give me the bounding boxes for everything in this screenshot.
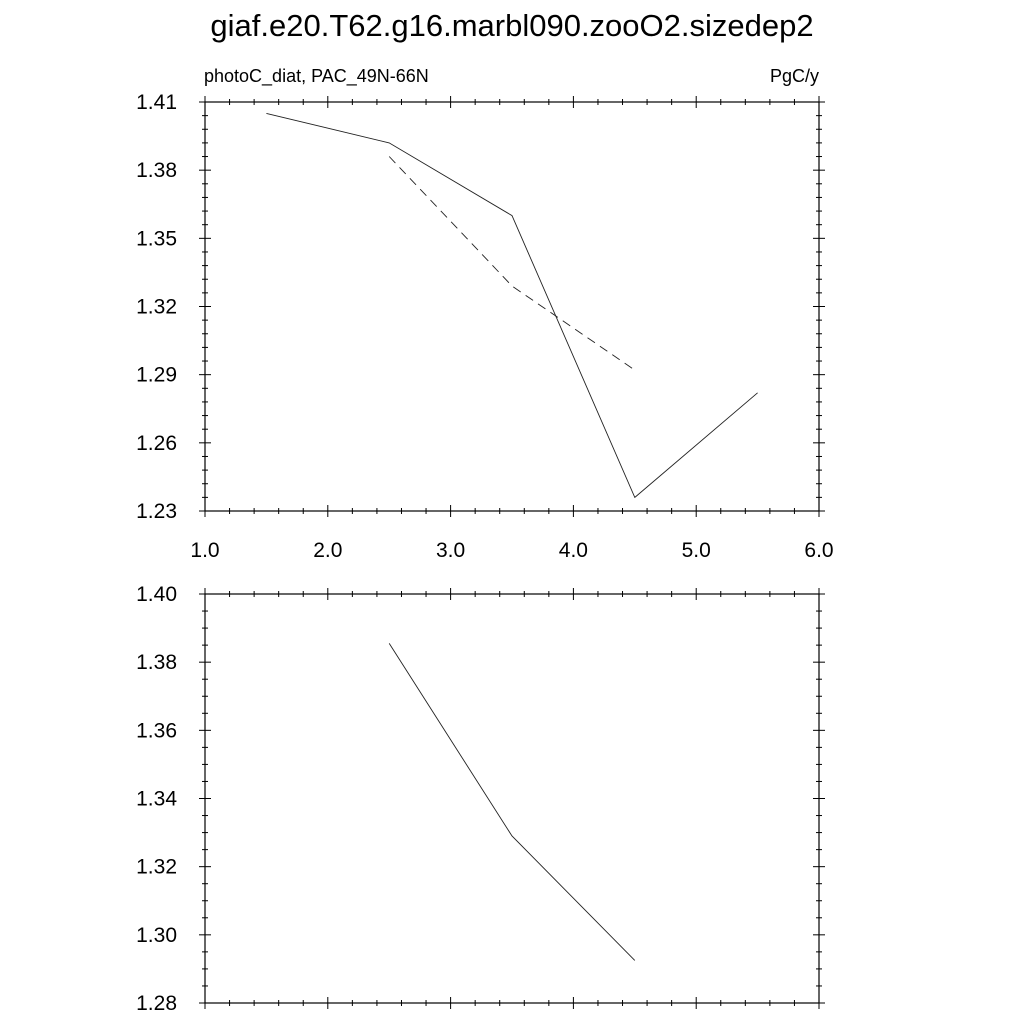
x-tick-label: 1.0 bbox=[190, 539, 219, 562]
y-tick-label: 1.32 bbox=[136, 296, 177, 319]
series-line-solid bbox=[388, 643, 636, 961]
plot-frame bbox=[204, 101, 820, 512]
x-tick-label: 2.0 bbox=[313, 539, 342, 562]
series-line-dashed bbox=[388, 156, 636, 371]
series-line-solid bbox=[266, 112, 758, 499]
y-tick-label: 1.36 bbox=[136, 719, 177, 742]
y-tick-label: 1.29 bbox=[136, 364, 177, 387]
top-panel: 1.0 2.0 3.0 4.0 5.0 6.0 1.23 1.26 1.29 1.32 1.35 1.… bbox=[136, 66, 833, 562]
x-tick-label: 6.0 bbox=[804, 539, 833, 562]
y-tick-label: 1.38 bbox=[136, 651, 177, 674]
y-tick-label: 1.34 bbox=[136, 788, 177, 811]
chart-units-label: PgC/y bbox=[770, 66, 819, 86]
y-tick-label: 1.40 bbox=[136, 583, 177, 606]
bottom-panel: 1.28 1.30 1.32 1.34 1.36 1.38 1.40 bbox=[136, 583, 825, 1015]
y-tick-label: 1.28 bbox=[136, 992, 177, 1015]
y-tick-label: 1.23 bbox=[136, 500, 177, 523]
y-tick-label: 1.26 bbox=[136, 432, 177, 455]
x-tick-label: 3.0 bbox=[436, 539, 465, 562]
plot-frame bbox=[204, 593, 820, 1004]
y-tick-label: 1.35 bbox=[136, 227, 177, 250]
y-tick-label: 1.41 bbox=[136, 91, 177, 114]
y-tick-label: 1.38 bbox=[136, 159, 177, 182]
page-title: giaf.e20.T62.g16.marbl090.zooO2.sizedep2 bbox=[210, 8, 814, 43]
y-tick-label: 1.30 bbox=[136, 924, 177, 947]
chart-left-label: photoC_diat, PAC_49N-66N bbox=[204, 66, 429, 87]
x-tick-label: 4.0 bbox=[559, 539, 588, 562]
x-tick-label: 5.0 bbox=[682, 539, 711, 562]
y-tick-label: 1.32 bbox=[136, 856, 177, 879]
